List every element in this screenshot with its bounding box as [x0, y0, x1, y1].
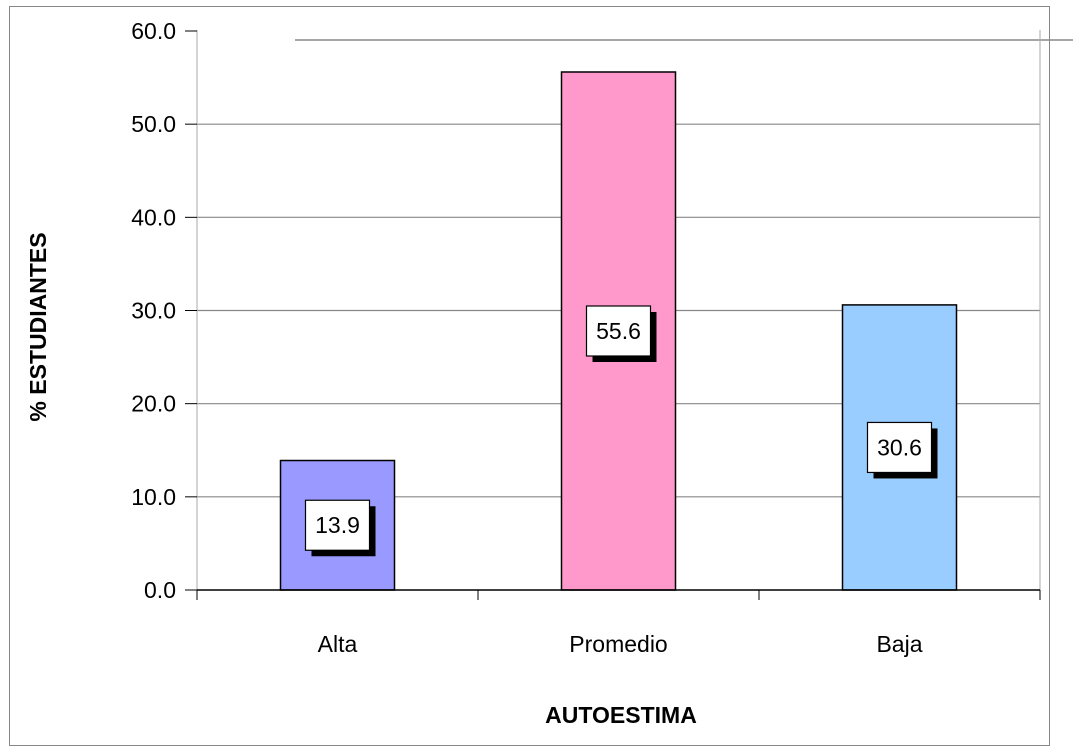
data-label: 13.9: [315, 512, 360, 538]
data-label: 30.6: [877, 434, 922, 460]
bar-chart: 0.0 10.0 20.0 30.0 40.0 50.0 60.0 Alta Promedio…: [25, 18, 1073, 727]
data-label-box: [304, 499, 371, 551]
x-tick-label: Promedio: [569, 631, 667, 657]
y-tick-label: 50.0: [131, 111, 176, 137]
y-tick-label: 60.0: [131, 18, 176, 44]
y-tick-label: 40.0: [131, 204, 176, 230]
data-label: 55.6: [596, 318, 641, 344]
y-tick-label: 20.0: [131, 391, 176, 417]
x-axis-ticks: Alta Promedio Baja: [196, 590, 1041, 657]
y-axis-ticks: 0.0 10.0 20.0 30.0 40.0 50.0 60.0: [131, 18, 197, 603]
x-axis-title: AUTOESTIMA: [545, 702, 697, 727]
data-label-box: [866, 421, 933, 474]
x-tick-label: Baja: [876, 631, 922, 657]
data-labels: 13.9 55.6 30.6: [304, 305, 938, 557]
y-tick-label: 30.0: [131, 298, 176, 324]
y-tick-label: 0.0: [144, 577, 176, 603]
x-tick-label: Alta: [318, 631, 358, 657]
y-axis-title: % ESTUDIANTES: [25, 232, 51, 421]
y-tick-label: 10.0: [131, 484, 176, 510]
data-label-box: [585, 305, 652, 357]
